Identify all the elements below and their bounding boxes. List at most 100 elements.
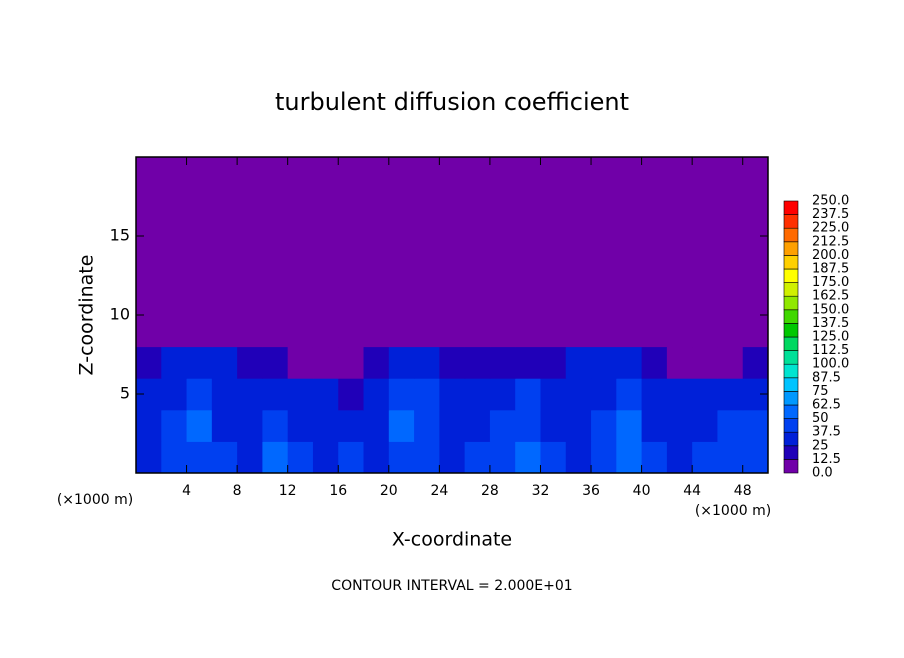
field-cell xyxy=(641,346,668,379)
x-tick-label: 4 xyxy=(182,483,191,499)
field-cell xyxy=(237,378,263,411)
colorbar-box xyxy=(783,227,799,243)
colorbar-box xyxy=(783,350,799,365)
x-tick-label: 40 xyxy=(633,483,651,499)
colorbar-label: 150.0 xyxy=(812,302,849,317)
field-cell xyxy=(388,346,415,379)
colorbar-box xyxy=(783,418,799,433)
field-cell xyxy=(591,315,617,348)
x-tick-label: 12 xyxy=(279,483,297,499)
colorbar-label: 0.0 xyxy=(812,466,833,481)
field-cell xyxy=(565,315,592,348)
colorbar-label: 250.0 xyxy=(812,194,849,209)
colorbar-label: 212.5 xyxy=(812,234,849,249)
field-cell xyxy=(439,378,466,411)
colorbar-label: 187.5 xyxy=(812,262,849,277)
field-cell xyxy=(414,378,440,411)
field-cell xyxy=(641,409,668,442)
field-cell xyxy=(287,409,314,442)
field-cell xyxy=(616,346,643,379)
colorbar-label: 50 xyxy=(812,411,829,426)
field-cell xyxy=(414,346,440,379)
field-cell xyxy=(515,315,541,348)
field-cell xyxy=(616,409,643,442)
field-cell xyxy=(515,441,541,474)
colorbar-label: 237.5 xyxy=(812,207,849,222)
field-cell xyxy=(136,441,162,474)
field-cell xyxy=(464,378,491,411)
field-cell xyxy=(489,378,516,411)
field-cell xyxy=(161,315,188,348)
field-cell xyxy=(666,315,693,348)
field-cell xyxy=(186,378,213,411)
field-cell xyxy=(540,378,567,411)
field-cell xyxy=(414,441,440,474)
colorbar-box xyxy=(783,336,799,351)
field-cell xyxy=(540,409,567,442)
field-cell xyxy=(439,315,466,348)
field-cell xyxy=(489,441,516,474)
colorbar-label: 75 xyxy=(812,384,829,399)
colorbar-label: 12.5 xyxy=(812,452,841,467)
field-cell xyxy=(565,441,592,474)
field-cell xyxy=(717,315,744,348)
field-cell xyxy=(489,315,516,348)
field-cell xyxy=(489,346,516,379)
field-cell xyxy=(161,409,188,442)
colorbar-box xyxy=(783,295,799,311)
field-cell xyxy=(388,378,415,411)
field-cell xyxy=(363,346,390,379)
field-cell xyxy=(565,409,592,442)
field-cell xyxy=(616,378,643,411)
y-tick-label: 15 xyxy=(110,226,130,245)
y-tick-label: 10 xyxy=(110,305,130,324)
field-cell xyxy=(262,378,289,411)
field-cell xyxy=(262,315,289,348)
field-cell xyxy=(338,441,365,474)
field-cell xyxy=(540,315,567,348)
field-cell xyxy=(464,441,491,474)
field-cell xyxy=(641,378,668,411)
y-tick-label: 5 xyxy=(120,384,130,403)
colorbar-box xyxy=(783,323,799,338)
field-cell xyxy=(388,441,415,474)
colorbar-box xyxy=(783,200,799,215)
x-tick-label: 8 xyxy=(233,483,242,499)
field-cell xyxy=(136,315,162,348)
field-cell xyxy=(186,315,213,348)
field-cell xyxy=(363,315,390,348)
colorbar-box xyxy=(783,309,799,324)
colorbar-label: 62.5 xyxy=(812,398,841,413)
y-axis-label: Z-coordinate xyxy=(76,255,98,376)
field-cell xyxy=(237,409,263,442)
field-cell xyxy=(591,378,617,411)
colorbar-label: 225.0 xyxy=(812,221,849,236)
field-cell xyxy=(363,441,390,474)
field-cell xyxy=(540,441,567,474)
field-cell xyxy=(262,441,289,474)
field-cell xyxy=(312,409,339,442)
field-cell xyxy=(439,346,466,379)
field-cell xyxy=(312,441,339,474)
field-cell xyxy=(237,315,263,348)
x-tick-label: 32 xyxy=(532,483,550,499)
x-tick-label: 36 xyxy=(582,483,600,499)
colorbar-box xyxy=(783,255,799,270)
field-cell xyxy=(692,409,718,442)
colorbar-box xyxy=(783,268,799,283)
field-cell xyxy=(237,346,263,379)
colorbar-label: 25 xyxy=(812,438,829,453)
field-cell xyxy=(186,346,213,379)
field-cell xyxy=(136,409,162,442)
field-cell xyxy=(211,441,238,474)
field-cell xyxy=(388,409,415,442)
field-cell xyxy=(717,409,744,442)
field-cell xyxy=(363,378,390,411)
field-cell xyxy=(666,346,693,379)
field-cell xyxy=(161,441,188,474)
field-cell xyxy=(616,441,643,474)
x-tick-label: 48 xyxy=(734,483,752,499)
colorbar-label: 100.0 xyxy=(812,357,849,372)
x-tick-label: 16 xyxy=(329,483,347,499)
field-cell xyxy=(515,378,541,411)
